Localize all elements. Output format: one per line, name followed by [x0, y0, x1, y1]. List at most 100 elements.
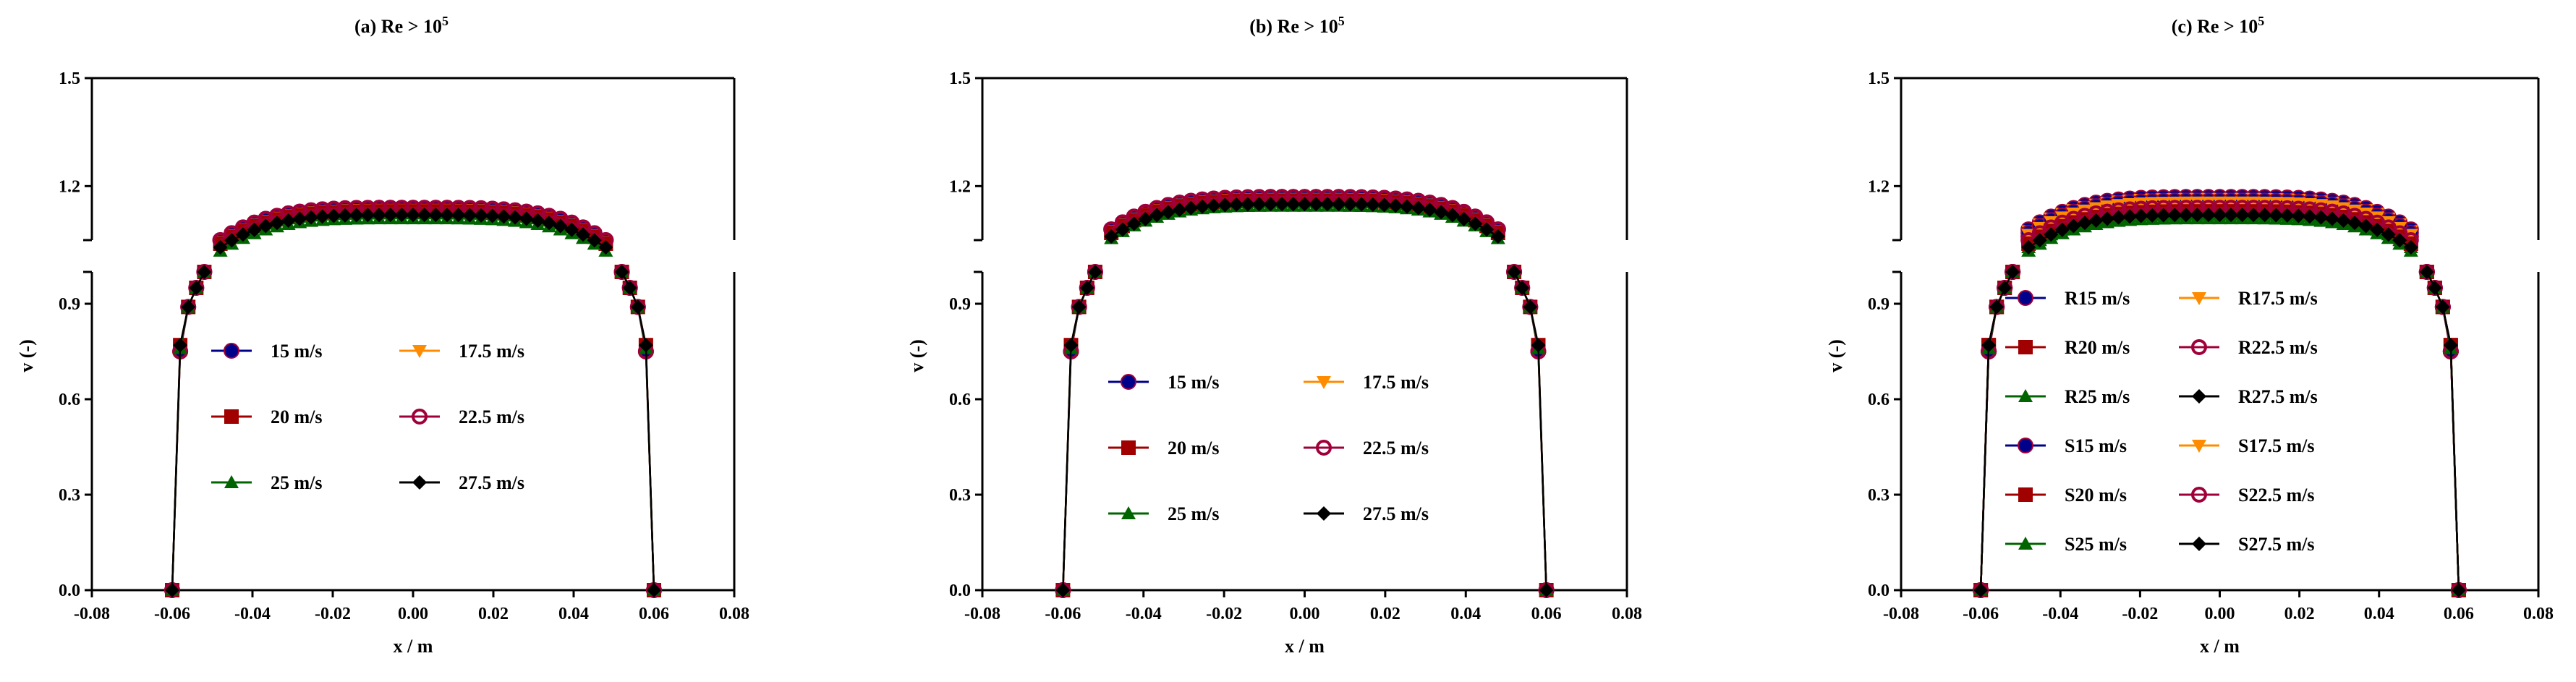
x-axis-label: x / m	[2200, 636, 2240, 657]
x-tick-label: 0.08	[2523, 605, 2554, 623]
legend-entry: 22.5 m/s	[1304, 438, 1429, 459]
data-point	[2032, 233, 2047, 248]
y-tick-label: 1.5	[949, 69, 971, 88]
data-point	[281, 213, 296, 229]
x-tick-label: -0.02	[315, 605, 351, 623]
legend-label: 15 m/s	[1168, 372, 1220, 393]
data-point	[1973, 583, 1989, 597]
data-point	[213, 239, 228, 255]
data-point	[1087, 265, 1102, 279]
data-point	[647, 583, 661, 597]
data-point	[2336, 213, 2351, 229]
legend: R15 m/s R17.5 m/s R20 m/s R22.5 m/s R25 m/s R…	[2005, 288, 2318, 555]
y-tick-label: 0.0	[59, 581, 80, 600]
y-tick-label: 1.2	[59, 177, 80, 196]
data-point	[2111, 210, 2126, 225]
data-point	[1507, 265, 1522, 279]
data-point	[2347, 216, 2363, 231]
series-r17-5-m-s	[1973, 192, 2466, 597]
data-point	[394, 208, 409, 223]
data-point	[2066, 218, 2081, 234]
series-line	[2426, 271, 2460, 591]
legend-entry: S25 m/s	[2005, 534, 2127, 555]
data-point	[165, 583, 179, 597]
data-point	[1331, 197, 1346, 212]
data-point	[2066, 208, 2081, 221]
legend-entry: S15 m/s	[2005, 435, 2127, 456]
series-line	[1062, 271, 1097, 591]
legend-label: S27.5 m/s	[2238, 534, 2314, 555]
legend-label: R27.5 m/s	[2238, 386, 2318, 407]
legend-label: 15 m/s	[271, 341, 323, 362]
legend-label: S20 m/s	[2065, 485, 2127, 506]
legend-label: R17.5 m/s	[2238, 288, 2318, 309]
plot-area	[1055, 189, 1555, 598]
data-point	[2257, 196, 2272, 210]
data-point	[2235, 196, 2250, 210]
data-point	[630, 299, 645, 315]
data-point	[485, 208, 500, 223]
chart-panel-c: (c) Re > 105 -0.08 -0.06 -0.04 -0.02 0.00 0.02…	[1825, 14, 2554, 657]
x-axis-label: x / m	[394, 636, 433, 657]
data-point	[2324, 200, 2339, 214]
legend-marker	[412, 475, 427, 490]
series-22-5-m-s	[164, 200, 662, 598]
data-point	[2435, 299, 2450, 315]
series-27-5-m-s	[1055, 197, 1554, 597]
legend-marker	[1121, 506, 1136, 519]
legend-entry: 27.5 m/s	[1304, 503, 1429, 524]
chart-title-text: (c) Re > 10	[2172, 16, 2258, 37]
data-point	[2212, 196, 2227, 210]
data-point	[2302, 209, 2317, 224]
legend-marker	[1121, 440, 1136, 455]
data-point	[1206, 198, 1221, 213]
data-point	[598, 239, 613, 255]
data-point	[2269, 208, 2284, 223]
data-point	[337, 208, 352, 223]
data-point	[1172, 203, 1187, 218]
data-point	[1539, 583, 1554, 597]
data-point	[235, 227, 250, 242]
data-point	[1160, 205, 1176, 220]
y-tick-label: 0.3	[1868, 486, 1890, 505]
data-point	[2044, 216, 2059, 229]
legend-label: 25 m/s	[271, 472, 323, 493]
x-tick-label: -0.02	[2122, 605, 2158, 623]
data-point	[2419, 265, 2434, 279]
data-point	[247, 222, 262, 237]
chart-title-superscript: 5	[1338, 14, 1345, 28]
legend-entry: S22.5 m/s	[2179, 485, 2314, 506]
chart-title-superscript: 5	[442, 14, 449, 28]
legend-entry: S27.5 m/s	[2179, 534, 2314, 555]
data-point	[1115, 222, 1130, 237]
series-line	[171, 271, 205, 591]
data-point	[440, 208, 455, 223]
data-point	[1063, 338, 1079, 353]
data-point	[2313, 210, 2329, 225]
legend-entry: 25 m/s	[1108, 503, 1220, 524]
legend-label: 22.5 m/s	[459, 406, 524, 427]
data-point	[2122, 209, 2138, 224]
data-point	[2443, 338, 2458, 353]
legend-label: R20 m/s	[2065, 337, 2130, 358]
data-point	[2347, 204, 2363, 218]
data-point	[1183, 200, 1199, 216]
chart-title-superscript: 5	[2258, 14, 2264, 28]
data-point	[360, 208, 375, 223]
data-point	[383, 208, 398, 223]
series-line	[1513, 271, 1547, 591]
data-point	[2005, 265, 2020, 279]
x-tick-label: -0.06	[1963, 605, 1999, 623]
series-r20-m-s	[1973, 200, 2466, 597]
chart-title-text: (a) Re > 10	[354, 16, 442, 37]
data-point	[2021, 239, 2036, 255]
data-point	[1126, 216, 1142, 231]
data-point	[2190, 196, 2205, 210]
legend-marker	[224, 475, 239, 488]
legend-label: 20 m/s	[271, 406, 323, 427]
data-point	[2302, 197, 2317, 211]
data-point	[1445, 208, 1460, 223]
legend-label: 22.5 m/s	[1363, 438, 1429, 459]
data-point	[2133, 208, 2148, 223]
x-tick-label: 0.04	[1450, 605, 1481, 623]
